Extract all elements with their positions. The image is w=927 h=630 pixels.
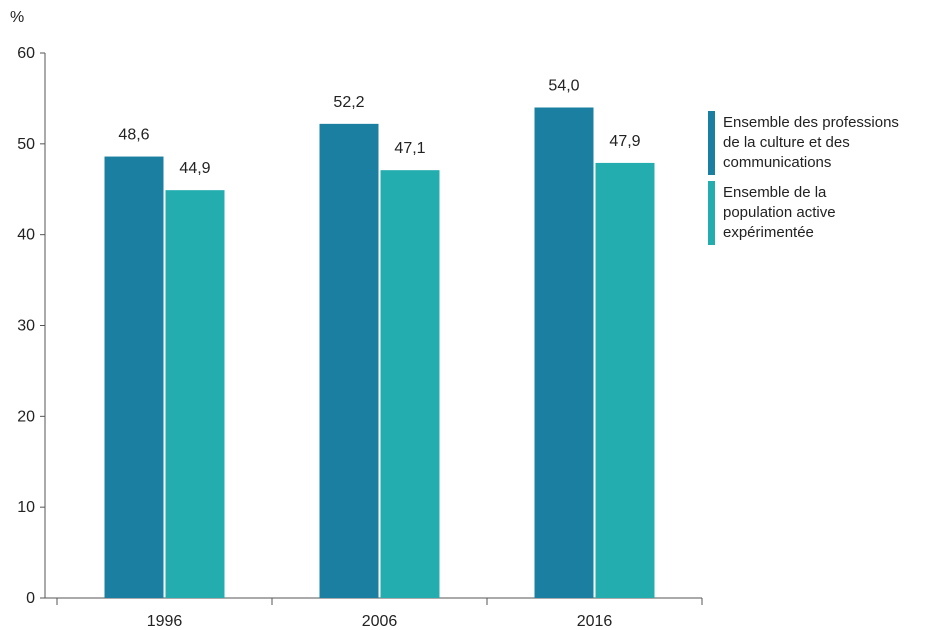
y-tick-label: 20 <box>17 408 35 425</box>
legend-swatch <box>708 111 715 175</box>
legend-entry-line: communications <box>723 154 831 171</box>
bar-value-label: 47,9 <box>609 133 640 150</box>
legend-entry-line: Ensemble des professions <box>723 114 899 131</box>
legend-entry-line: expérimentée <box>723 224 814 241</box>
bar-value-label: 48,6 <box>118 127 149 144</box>
bar-value-label: 44,9 <box>179 160 210 177</box>
bar <box>319 123 379 598</box>
bar <box>104 156 164 599</box>
y-tick-label: 0 <box>26 590 35 607</box>
legend-entry-label: Ensemble de la population active expérimen… <box>723 184 836 241</box>
legend-entry-line: de la culture et des <box>723 134 850 151</box>
y-tick-label: 50 <box>17 136 35 153</box>
bars-group <box>104 107 655 599</box>
y-axis: 0 10 20 30 40 50 60 <box>17 45 46 607</box>
y-axis-unit-label: % <box>10 9 24 26</box>
data-labels-group: 48,6 44,9 52,2 47,1 54,0 47,9 <box>118 78 640 178</box>
bar <box>595 162 655 599</box>
bar-value-label: 47,1 <box>394 140 425 157</box>
bar-value-label: 52,2 <box>333 94 364 111</box>
x-tick-label: 2006 <box>362 613 398 630</box>
legend-entry-label: Ensemble des professions de la culture et… <box>723 114 899 171</box>
legend-swatch <box>708 181 715 245</box>
y-tick-label: 40 <box>17 227 35 244</box>
y-tick-label: 60 <box>17 45 35 62</box>
bar <box>165 190 225 599</box>
legend-entry-line: population active <box>723 204 836 221</box>
bar <box>380 170 440 599</box>
legend-entry-line: Ensemble de la <box>723 184 827 201</box>
bar-value-label: 54,0 <box>548 78 579 95</box>
y-tick-label: 10 <box>17 499 35 516</box>
bar <box>534 107 594 598</box>
x-axis: 1996 2006 2016 <box>45 597 703 630</box>
x-tick-label: 1996 <box>147 613 183 630</box>
legend: Ensemble des professions de la culture et… <box>708 111 899 245</box>
x-tick-label: 2016 <box>577 613 613 630</box>
y-tick-label: 30 <box>17 318 35 335</box>
